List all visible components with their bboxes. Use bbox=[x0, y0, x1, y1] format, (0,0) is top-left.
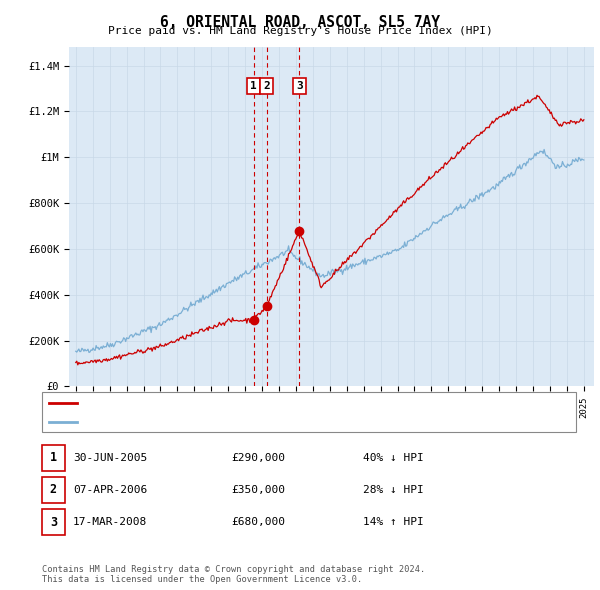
Text: 14% ↑ HPI: 14% ↑ HPI bbox=[363, 517, 424, 527]
Text: 28% ↓ HPI: 28% ↓ HPI bbox=[363, 485, 424, 495]
Text: 3: 3 bbox=[296, 81, 303, 91]
Text: 1: 1 bbox=[250, 81, 257, 91]
Text: 3: 3 bbox=[50, 516, 57, 529]
Text: 2: 2 bbox=[263, 81, 270, 91]
Text: HPI: Average price, detached house, Windsor and Maidenhead: HPI: Average price, detached house, Wind… bbox=[81, 417, 443, 427]
Text: Contains HM Land Registry data © Crown copyright and database right 2024.: Contains HM Land Registry data © Crown c… bbox=[42, 565, 425, 574]
Text: £350,000: £350,000 bbox=[231, 485, 285, 495]
Text: 6, ORIENTAL ROAD, ASCOT, SL5 7AY: 6, ORIENTAL ROAD, ASCOT, SL5 7AY bbox=[160, 15, 440, 30]
Text: 6, ORIENTAL ROAD, ASCOT, SL5 7AY (detached house): 6, ORIENTAL ROAD, ASCOT, SL5 7AY (detach… bbox=[81, 398, 387, 408]
Text: 30-JUN-2005: 30-JUN-2005 bbox=[73, 453, 148, 463]
Text: 40% ↓ HPI: 40% ↓ HPI bbox=[363, 453, 424, 463]
Text: 07-APR-2006: 07-APR-2006 bbox=[73, 485, 148, 495]
Text: £680,000: £680,000 bbox=[231, 517, 285, 527]
Text: Price paid vs. HM Land Registry's House Price Index (HPI): Price paid vs. HM Land Registry's House … bbox=[107, 26, 493, 36]
Text: 17-MAR-2008: 17-MAR-2008 bbox=[73, 517, 148, 527]
Text: £290,000: £290,000 bbox=[231, 453, 285, 463]
Text: 1: 1 bbox=[50, 451, 57, 464]
Text: 2: 2 bbox=[50, 483, 57, 497]
Text: This data is licensed under the Open Government Licence v3.0.: This data is licensed under the Open Gov… bbox=[42, 575, 362, 584]
